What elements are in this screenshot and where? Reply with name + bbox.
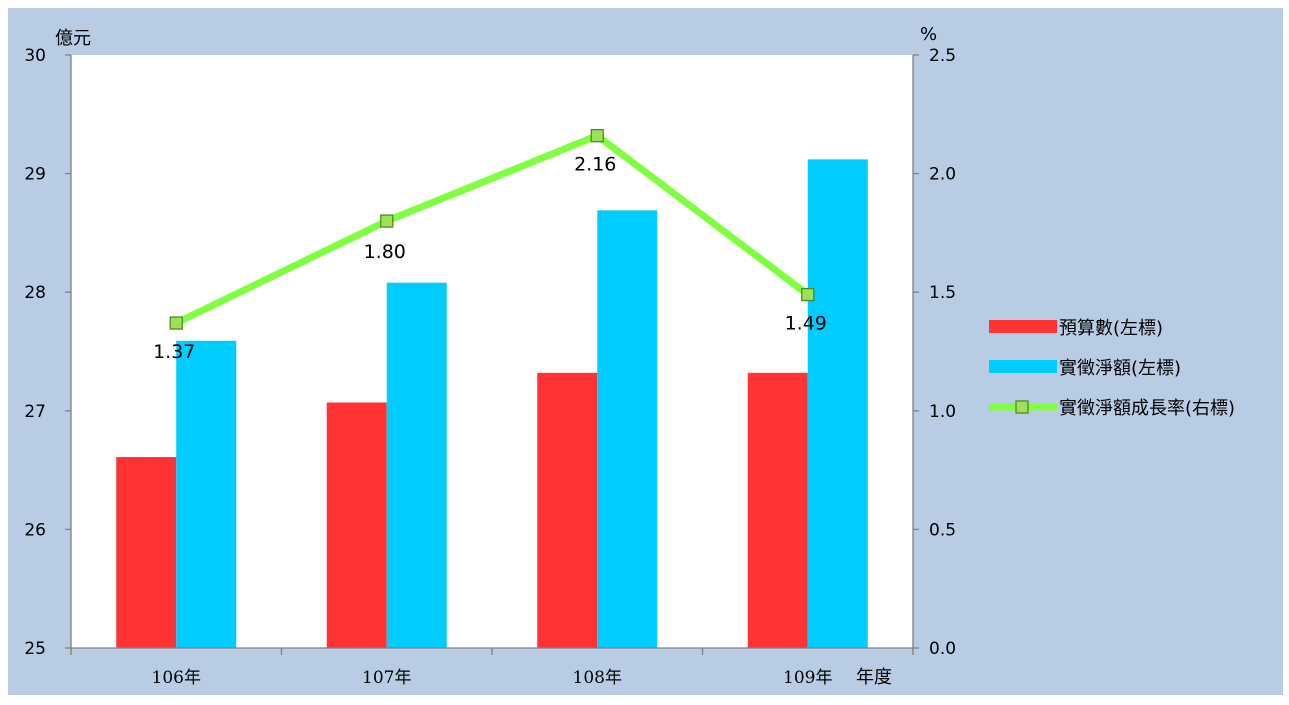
bar-actual-0	[176, 340, 237, 648]
x-axis-unit-label: 年度	[856, 667, 892, 688]
growth-line-layer: 1.37 1.80 2.16 1.49	[153, 128, 827, 363]
growth-data-label-3: 1.49	[785, 313, 827, 335]
growth-data-label-2: 2.16	[574, 154, 616, 176]
y2-tick-label-1: 0.5	[929, 520, 956, 540]
x-tick-label-1: 107年	[362, 668, 411, 688]
growth-point-1	[380, 214, 394, 228]
y-tick-label-5: 30	[24, 46, 46, 66]
y2-tick-label-3: 1.5	[929, 283, 956, 303]
axes: 25 26 27 28 29 30 0.0 0.5 1.0 1.5 2.0 2.5 106年 107年 10…	[24, 46, 956, 688]
y2-tick-label-0: 0.0	[929, 639, 956, 659]
growth-data-label-0: 1.37	[153, 341, 195, 363]
bar-actual-1	[386, 282, 447, 648]
bar-budget-3	[747, 372, 808, 648]
x-tick-label-2: 108年	[573, 668, 622, 688]
growth-point-2	[590, 128, 604, 143]
growth-point-0	[169, 316, 183, 330]
x-tick-label-3: 109年	[783, 668, 832, 688]
legend-swatch-budget	[989, 320, 1057, 333]
bar-actual-2	[597, 210, 658, 648]
y2-axis-unit-label: %	[920, 24, 937, 45]
y2-tick-label-4: 2.0	[929, 165, 956, 185]
legend: 預算數(左標) 實徵淨額(左標) 實徵淨額成長率(右標)	[989, 318, 1235, 419]
y-tick-label-0: 25	[24, 639, 46, 659]
legend-label-actual: 實徵淨額(左標)	[1059, 358, 1181, 379]
y-tick-label-1: 26	[24, 520, 46, 540]
bar-budget-2	[537, 372, 598, 648]
bar-actual-3	[807, 159, 868, 649]
y-tick-label-3: 28	[24, 283, 46, 303]
y2-tick-label-5: 2.5	[929, 46, 956, 66]
x-tick-label-0: 106年	[152, 668, 201, 688]
y-axis-unit-label: 億元	[55, 28, 91, 49]
bar-budget-0	[116, 457, 177, 648]
legend-swatch-actual	[989, 360, 1057, 373]
growth-line	[174, 132, 810, 327]
bar-marks	[116, 159, 868, 649]
legend-label-budget: 預算數(左標)	[1059, 318, 1163, 339]
legend-marker-growth	[1015, 400, 1029, 414]
legend-label-growth: 實徵淨額成長率(右標)	[1059, 398, 1235, 419]
growth-data-label-1: 1.80	[364, 241, 406, 263]
bar-budget-1	[326, 402, 387, 648]
y-tick-label-4: 29	[24, 165, 46, 185]
growth-point-3	[801, 287, 815, 302]
y2-tick-label-2: 1.0	[929, 402, 956, 422]
y-tick-label-2: 27	[24, 402, 46, 422]
